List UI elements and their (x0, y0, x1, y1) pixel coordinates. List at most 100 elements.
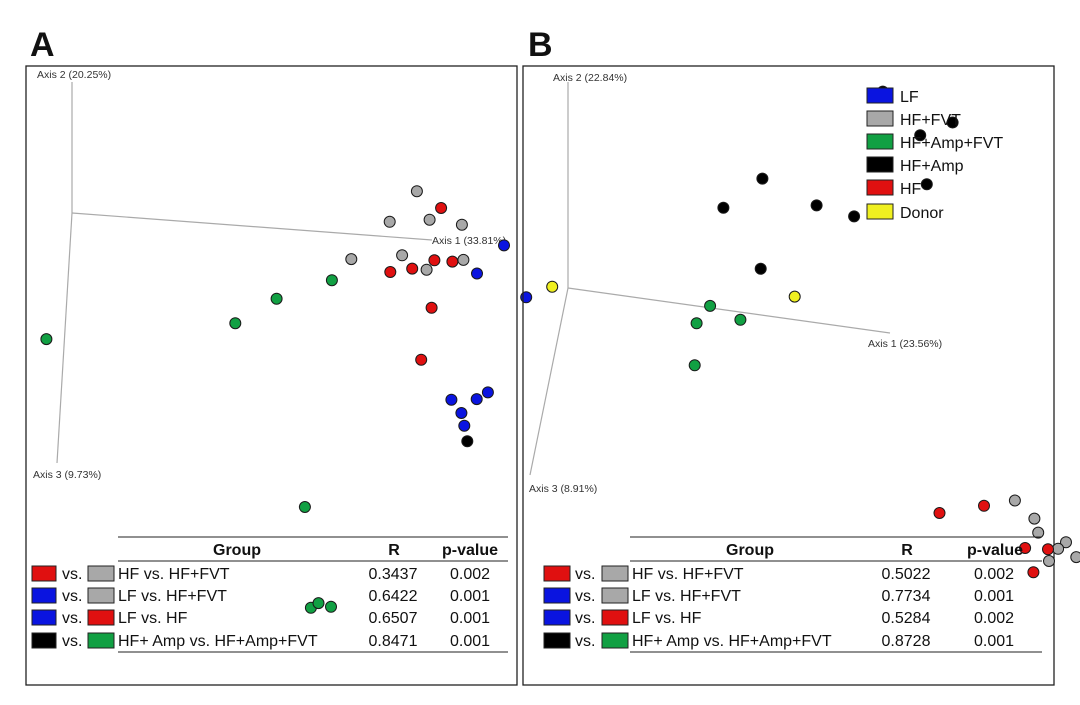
point-hf-amp-10 (461, 435, 474, 448)
panel-b-row1-vs: vs. (575, 566, 595, 583)
point-donor-1 (788, 290, 801, 303)
legend-swatch-hf (866, 179, 894, 196)
panel-b-row2-swatch1 (543, 587, 571, 604)
panel-b-header-r: R (901, 542, 913, 559)
point-donor-1 (546, 280, 559, 293)
panel-a-row4-vs: vs. (62, 633, 82, 650)
panel-b-header-group: Group (726, 542, 774, 559)
panel-a-row3-swatch2 (87, 609, 115, 626)
point-lf-5 (455, 407, 468, 419)
panel-a-row1-swatch2 (87, 565, 115, 582)
point-hf-7 (1027, 566, 1040, 579)
point-hf-amp-9 (754, 262, 767, 275)
point-hf-amp-fvt-2 (734, 313, 747, 326)
legend-label-hf: HF (900, 181, 922, 198)
panel-a-stats-table: Group R p-value vs. HF vs. HF+FVT 0.3437… (31, 536, 508, 653)
panel-a-row1-p: 0.002 (450, 566, 490, 583)
panel-b-row1-r: 0.5022 (882, 566, 931, 583)
legend-label-hf-amp: HF+Amp (900, 158, 964, 175)
panel-a-label: A (30, 26, 55, 64)
point-hf-5 (435, 202, 448, 214)
panel-b-row4-swatch2 (601, 632, 629, 649)
panel-a: A Axis 1 (33.81%) Axis 2 (20.25%) Axis 3… (25, 26, 559, 686)
panel-a-row2-swatch1 (31, 587, 57, 604)
panel-b-label: B (528, 26, 553, 64)
panel-a-row4-group: HF+ Amp vs. HF+Amp+FVT (118, 633, 318, 650)
legend-label-lf: LF (900, 89, 919, 106)
point-hf-fvt-1 (410, 185, 423, 198)
panel-b-row1-p: 0.002 (974, 566, 1014, 583)
panel-b-row4-swatch1 (543, 632, 571, 649)
point-hf-amp-fvt-3 (270, 292, 283, 305)
panel-a-header-p: p-value (442, 542, 498, 559)
panel-a-header-group: Group (213, 542, 261, 559)
panel-b-row2-vs: vs. (575, 588, 595, 605)
legend-label-hf-amp-fvt: HF+Amp+FVT (900, 135, 1003, 152)
panel-b-axis1-line (567, 287, 891, 334)
point-hf-amp-fvt-2 (229, 317, 242, 330)
point-hf-fvt-3 (383, 215, 396, 228)
point-lf-7 (481, 386, 494, 399)
panel-a-row1-swatch1 (31, 565, 57, 582)
panel-a-row2-swatch2 (87, 587, 115, 604)
legend-label-donor: Donor (900, 205, 944, 222)
panel-a-row2-vs: vs. (62, 588, 82, 605)
legend-swatch-lf (866, 87, 894, 104)
panel-b-axis1-label: Axis 1 (23.56%) (868, 338, 942, 350)
point-hf-fvt-2 (1028, 512, 1041, 525)
point-hf-amp-fvt-4 (688, 359, 701, 372)
panel-a-points (40, 185, 559, 432)
point-lf-4 (445, 393, 458, 406)
point-hf-amp-fvt-1 (704, 299, 717, 312)
legend-swatch-donor (866, 203, 894, 220)
panel-a-row3-swatch1 (31, 609, 57, 626)
panel-b-row3-r: 0.5284 (882, 610, 931, 627)
point-hf-4 (446, 255, 459, 268)
point-lf-8 (458, 419, 471, 432)
point-hf-amp-fvt-1 (40, 333, 53, 346)
panel-b-stats-table: Group R p-value vs. HF vs. HF+FVT 0.5022… (543, 536, 1042, 653)
panel-b-row1-group: HF vs. HF+FVT (632, 566, 744, 583)
panel-a-row4-r: 0.8471 (369, 633, 418, 650)
panel-b-row1-swatch1 (543, 565, 571, 582)
panel-a-axis1-label: Axis 1 (33.81%) (432, 235, 506, 247)
point-hf-fvt-7 (396, 249, 409, 262)
point-hf-fvt-2 (423, 213, 436, 226)
point-hf-fvt-3 (1032, 526, 1045, 539)
panel-a-row3-group: LF vs. HF (118, 610, 188, 627)
panel-b-row4-vs: vs. (575, 633, 595, 650)
panel-a-axis3-line (56, 212, 73, 464)
panel-b-row1-swatch2 (601, 565, 629, 582)
panel-b-row3-swatch2 (601, 609, 629, 626)
panel-b-points (298, 85, 1080, 614)
point-hf-amp-6 (848, 210, 861, 223)
point-lf-6 (470, 393, 483, 406)
panel-b-row3-vs: vs. (575, 610, 595, 627)
panel-b-legend: LF HF+FVT HF+Amp+FVT HF+Amp HF Donor (866, 87, 1003, 222)
panel-a-row1-vs: vs. (62, 566, 82, 583)
panel-b-row4-group: HF+ Amp vs. HF+Amp+FVT (632, 633, 832, 650)
panel-a-row4-swatch2 (87, 632, 115, 649)
point-hf-amp-2 (946, 116, 959, 129)
panel-b: B Axis 1 (23.56%) Axis 2 (22.84%) Axis 3… (298, 26, 1080, 686)
panel-a-row4-p: 0.001 (450, 633, 490, 650)
point-hf-amp-8 (717, 201, 730, 214)
panel-a-row2-r: 0.6422 (369, 588, 418, 605)
point-hf-fvt-5 (457, 253, 470, 266)
panel-a-frame (25, 65, 518, 686)
point-hf-fvt-4 (1043, 555, 1055, 567)
point-hf-6 (425, 301, 438, 314)
point-hf-amp-fvt-3 (690, 317, 703, 330)
panel-a-header-r: R (388, 542, 400, 559)
panel-b-row3-p: 0.002 (974, 610, 1014, 627)
point-hf-fvt-8 (420, 263, 433, 276)
point-hf-1 (384, 266, 397, 278)
panel-a-axis3-label: Axis 3 (9.73%) (33, 469, 101, 481)
point-lf-1 (471, 267, 483, 280)
panel-a-row2-group: LF vs. HF+FVT (118, 588, 227, 605)
panel-a-axis2-label: Axis 2 (20.25%) (37, 69, 111, 81)
point-hf-fvt-1 (1008, 494, 1021, 507)
point-hf-fvt-7 (1070, 551, 1080, 564)
point-lf-2 (498, 239, 510, 252)
panel-b-axis2-label: Axis 2 (22.84%) (553, 72, 627, 84)
